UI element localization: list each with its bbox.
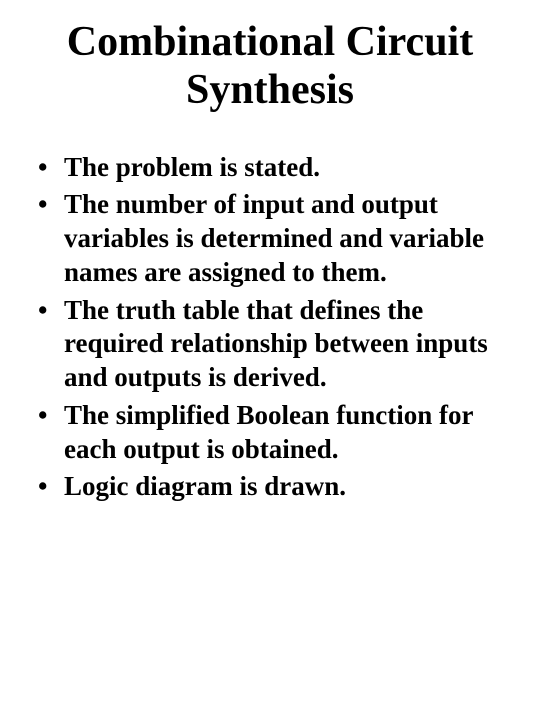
list-item: The number of input and output variables… — [28, 188, 512, 289]
slide-title: Combinational Circuit Synthesis — [28, 18, 512, 115]
bullet-list: The problem is stated. The number of inp… — [28, 151, 512, 505]
list-item: Logic diagram is drawn. — [28, 470, 512, 504]
list-item: The simplified Boolean function for each… — [28, 399, 512, 467]
list-item: The problem is stated. — [28, 151, 512, 185]
list-item: The truth table that defines the require… — [28, 294, 512, 395]
